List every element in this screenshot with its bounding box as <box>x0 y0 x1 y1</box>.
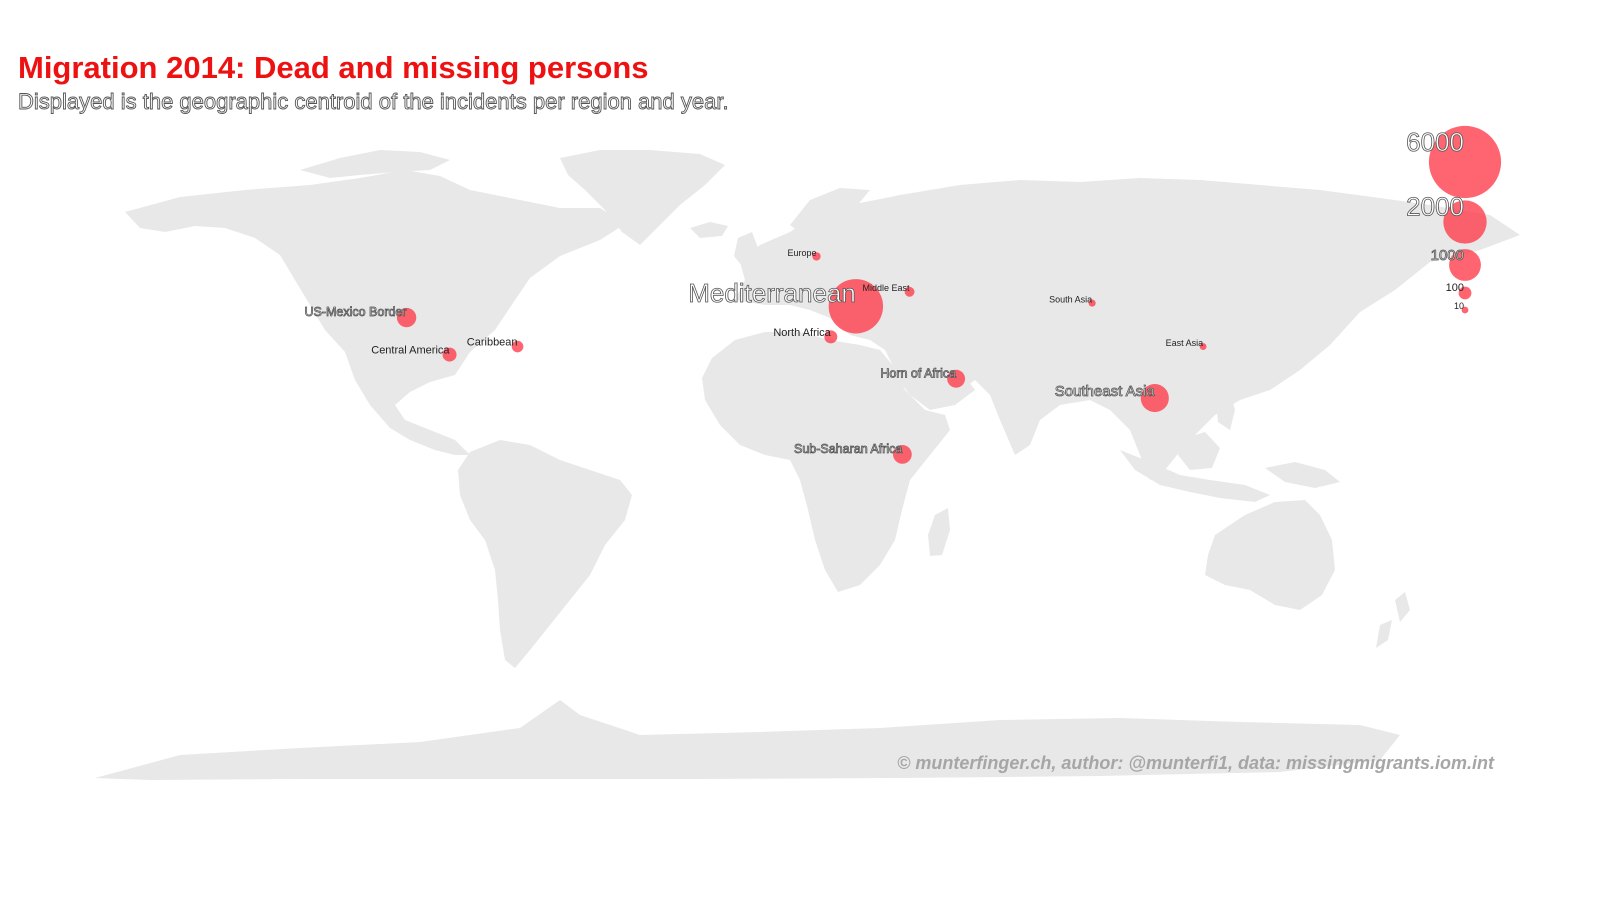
bubble-sub-saharan-africa <box>893 445 912 464</box>
land-arabia <box>890 352 975 410</box>
land-indonesia <box>1120 450 1270 502</box>
label-east-asia: East Asia <box>1166 338 1204 348</box>
chart-title: Migration 2014: Dead and missing persons <box>18 50 649 85</box>
land-iceland <box>690 222 728 238</box>
bubble-europe <box>812 252 821 261</box>
legend-bubble-2000 <box>1443 200 1487 244</box>
bubble-us-mexico-border <box>396 307 417 328</box>
bubble-mediterranean <box>828 279 884 334</box>
land-greenland <box>560 150 725 245</box>
bubble-south-asia <box>1088 299 1096 307</box>
bubble-central-america <box>442 347 457 362</box>
size-legend: 6000 2000 1000 100 10 <box>1406 125 1502 314</box>
bubble-middle-east <box>904 286 915 297</box>
land-eurasia <box>735 178 1520 480</box>
land-british-isles <box>734 232 758 266</box>
legend-bubble-100 <box>1458 286 1472 300</box>
chart-subtitle: Displayed is the geographic centroid of … <box>18 89 729 115</box>
label-horn-of-africa: Horn of Africa <box>880 366 956 380</box>
bubble-southeast-asia <box>1140 384 1169 413</box>
land-philippines <box>1215 385 1235 430</box>
label-caribbean: Caribbean <box>467 337 518 349</box>
legend-label-1000: 1000 <box>1431 247 1464 264</box>
land-masses <box>95 150 1520 780</box>
region-labels: Mediterranean Southeast Asia US-Mexico Bor… <box>304 248 1204 457</box>
bubble-north-africa <box>824 330 838 344</box>
land-borneo <box>1178 432 1220 470</box>
land-new-guinea <box>1265 462 1340 488</box>
label-europe: Europe <box>787 248 816 258</box>
legend-label-2000: 2000 <box>1406 191 1464 221</box>
land-africa <box>702 332 950 592</box>
legend-bubble-1000 <box>1449 249 1481 281</box>
land-scandinavia <box>790 188 870 240</box>
region-bubbles <box>396 252 1207 464</box>
land-japan <box>1250 296 1288 352</box>
label-us-mexico-border: US-Mexico Border <box>304 305 406 319</box>
land-south-america <box>458 440 632 668</box>
land-antarctica <box>95 700 1400 780</box>
land-canadian-arctic <box>300 150 450 178</box>
label-middle-east: Middle East <box>863 283 911 293</box>
legend-label-100: 100 <box>1446 282 1464 294</box>
bubble-horn-of-africa <box>947 369 966 388</box>
label-north-africa: North Africa <box>773 327 831 339</box>
bubble-east-asia <box>1199 343 1207 350</box>
land-madagascar <box>928 508 950 556</box>
legend-bubble-10 <box>1461 306 1469 314</box>
legend-label-10: 10 <box>1454 301 1464 311</box>
label-sub-saharan-africa: Sub-Saharan Africa <box>794 442 902 456</box>
bubble-caribbean <box>511 340 524 353</box>
label-south-asia: South Asia <box>1049 295 1092 305</box>
label-central-america: Central America <box>371 345 450 357</box>
land-new-zealand <box>1376 592 1410 648</box>
label-mediterranean: Mediterranean <box>688 278 856 308</box>
legend-bubble-6000 <box>1428 125 1502 199</box>
land-north-america <box>125 170 625 455</box>
source-credit: © munterfinger.ch, author: @munterfi1, d… <box>897 753 1494 773</box>
label-southeast-asia: Southeast Asia <box>1055 383 1156 400</box>
legend-label-6000: 6000 <box>1406 127 1464 157</box>
land-australia <box>1205 500 1335 610</box>
